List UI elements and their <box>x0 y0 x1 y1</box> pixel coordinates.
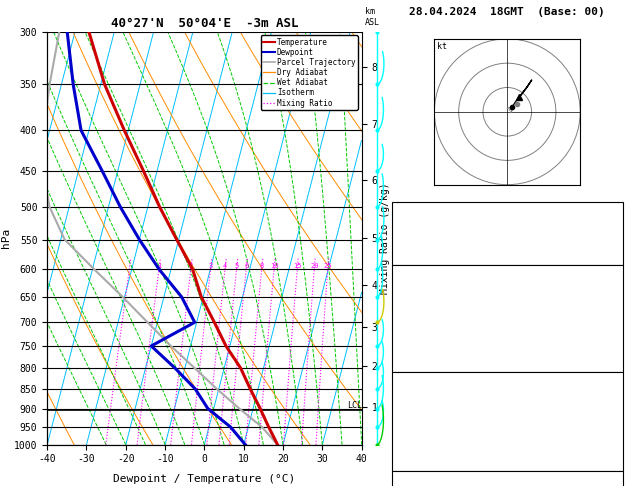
Text: 2: 2 <box>189 263 193 269</box>
Text: 1: 1 <box>157 263 161 269</box>
Text: LCL: LCL <box>347 401 362 411</box>
Text: 9: 9 <box>614 328 620 337</box>
Text: Dewp (°C): Dewp (°C) <box>395 296 443 305</box>
Text: -7: -7 <box>609 208 620 217</box>
Text: θₑ(K): θₑ(K) <box>395 312 422 321</box>
Text: 1021: 1021 <box>598 388 620 397</box>
Text: Totals Totals: Totals Totals <box>395 229 465 238</box>
Text: km
ASL: km ASL <box>365 7 380 27</box>
Text: 30: 30 <box>609 229 620 238</box>
Y-axis label: Mixing Ratio (g/kg): Mixing Ratio (g/kg) <box>380 182 390 294</box>
Text: kt: kt <box>437 42 447 51</box>
Text: Lifted Index: Lifted Index <box>395 423 460 432</box>
Text: 25: 25 <box>323 263 332 269</box>
Text: CAPE (J): CAPE (J) <box>395 344 438 353</box>
Text: Hodograph: Hodograph <box>481 472 534 482</box>
Text: Temp (°C): Temp (°C) <box>395 280 443 290</box>
Text: 0: 0 <box>614 359 620 368</box>
Text: 0: 0 <box>614 458 620 467</box>
Text: θₑ (K): θₑ (K) <box>395 406 427 415</box>
Text: 10: 10 <box>270 263 278 269</box>
Text: 0: 0 <box>614 344 620 353</box>
Text: K: K <box>395 208 401 217</box>
Text: 9: 9 <box>614 423 620 432</box>
Legend: Temperature, Dewpoint, Parcel Trajectory, Dry Adiabat, Wet Adiabat, Isotherm, Mi: Temperature, Dewpoint, Parcel Trajectory… <box>261 35 358 110</box>
Text: Most Unstable: Most Unstable <box>469 373 545 382</box>
Text: CIN (J): CIN (J) <box>395 458 433 467</box>
Text: 3: 3 <box>208 263 213 269</box>
Text: 18.6: 18.6 <box>598 280 620 290</box>
Text: 4: 4 <box>223 263 227 269</box>
Text: 8: 8 <box>260 263 264 269</box>
Text: CIN (J): CIN (J) <box>395 359 433 368</box>
X-axis label: Dewpoint / Temperature (°C): Dewpoint / Temperature (°C) <box>113 473 296 484</box>
Text: 15: 15 <box>293 263 301 269</box>
Text: Pressure (mb): Pressure (mb) <box>395 388 465 397</box>
Title: 40°27'N  50°04'E  -3m ASL: 40°27'N 50°04'E -3m ASL <box>111 17 298 31</box>
Text: Surface: Surface <box>487 266 528 276</box>
Text: 20: 20 <box>310 263 318 269</box>
Text: 28.04.2024  18GMT  (Base: 00): 28.04.2024 18GMT (Base: 00) <box>409 7 605 17</box>
Text: 312: 312 <box>603 312 620 321</box>
Text: Lifted Index: Lifted Index <box>395 328 460 337</box>
Text: 0.93: 0.93 <box>598 250 620 259</box>
Text: 5: 5 <box>235 263 238 269</box>
Text: CAPE (J): CAPE (J) <box>395 441 438 450</box>
Text: PW (cm): PW (cm) <box>395 250 433 259</box>
Text: 0: 0 <box>614 441 620 450</box>
Text: 10.4: 10.4 <box>598 296 620 305</box>
Text: 6: 6 <box>244 263 248 269</box>
Text: 312: 312 <box>603 406 620 415</box>
Y-axis label: hPa: hPa <box>1 228 11 248</box>
